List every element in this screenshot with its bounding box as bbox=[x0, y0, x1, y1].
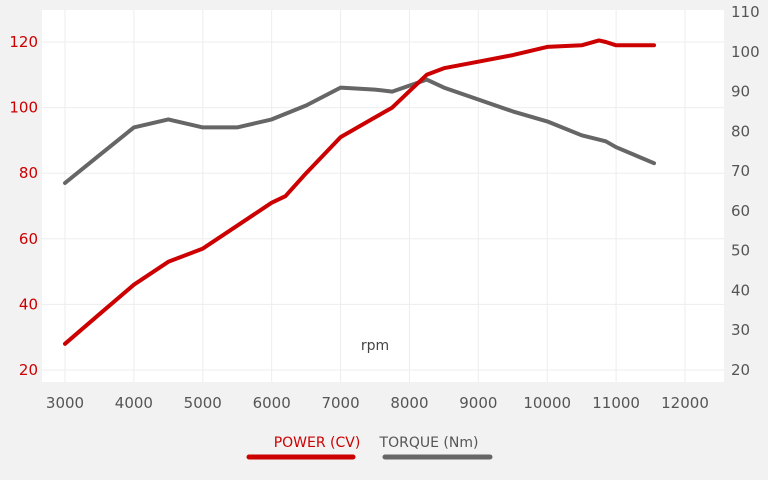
x-tick-label: 6000 bbox=[253, 394, 291, 412]
left-tick-label: 20 bbox=[19, 361, 38, 379]
right-tick-label: 70 bbox=[731, 162, 750, 180]
x-tick-label: 10000 bbox=[523, 394, 571, 412]
x-axis: 3000 4000 5000 6000 7000 8000 9000 10000 11000 12… bbox=[46, 394, 709, 412]
x-tick-label: 7000 bbox=[321, 394, 359, 412]
x-tick-label: 11000 bbox=[592, 394, 640, 412]
left-axis: 20 40 60 80 100 120 bbox=[9, 33, 38, 379]
x-tick-label: 12000 bbox=[661, 394, 709, 412]
right-tick-label: 20 bbox=[731, 361, 750, 379]
x-axis-label: rpm bbox=[361, 338, 389, 354]
right-tick-label: 40 bbox=[731, 281, 750, 299]
x-tick-label: 4000 bbox=[115, 394, 153, 412]
x-tick-label: 9000 bbox=[459, 394, 497, 412]
power-series-line bbox=[63, 38, 656, 346]
left-tick-label: 100 bbox=[9, 99, 38, 117]
legend: POWER (CV) TORQUE (Nm) bbox=[246, 435, 493, 460]
torque-series-line bbox=[63, 77, 656, 185]
right-axis: 20 30 40 50 60 70 80 90 100 110 bbox=[731, 3, 760, 379]
left-tick-label: 60 bbox=[19, 230, 38, 248]
right-tick-label: 90 bbox=[731, 83, 750, 101]
right-tick-label: 80 bbox=[731, 122, 750, 140]
right-tick-label: 60 bbox=[731, 202, 750, 220]
left-tick-label: 80 bbox=[19, 164, 38, 182]
right-tick-label: 110 bbox=[731, 3, 760, 21]
legend-label-power: POWER (CV) bbox=[274, 435, 361, 451]
x-tick-label: 5000 bbox=[184, 394, 222, 412]
legend-label-torque: TORQUE (Nm) bbox=[379, 435, 479, 451]
series-layer bbox=[63, 38, 656, 346]
x-tick-label: 8000 bbox=[390, 394, 428, 412]
left-tick-label: 120 bbox=[9, 33, 38, 51]
grid bbox=[42, 10, 724, 382]
left-tick-label: 40 bbox=[19, 295, 38, 313]
right-tick-label: 50 bbox=[731, 242, 750, 260]
right-tick-label: 30 bbox=[731, 321, 750, 339]
plot-background bbox=[42, 10, 724, 382]
right-tick-label: 100 bbox=[731, 43, 760, 61]
x-tick-label: 3000 bbox=[46, 394, 84, 412]
